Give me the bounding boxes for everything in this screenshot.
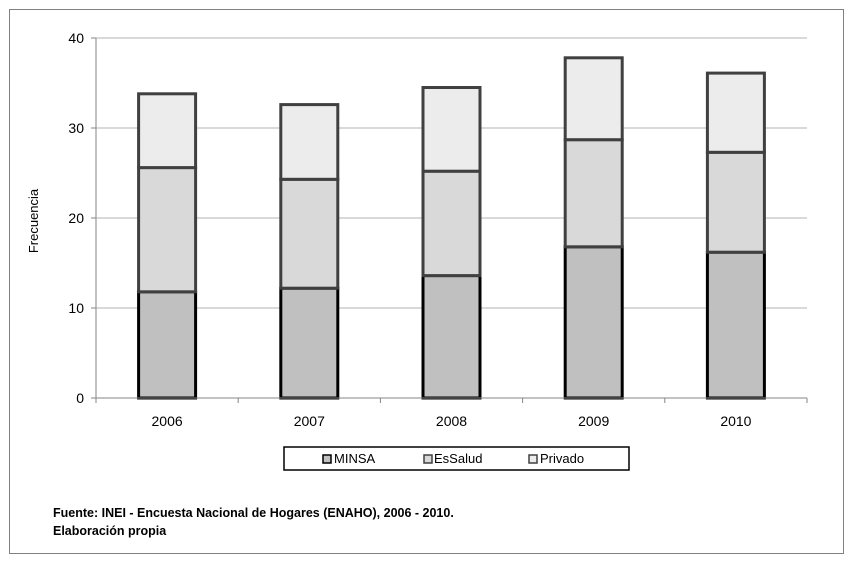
bar-privado-2010 [705, 71, 766, 154]
x-tick-label: 2010 [720, 413, 751, 429]
x-tick-label: 2007 [294, 413, 325, 429]
bar-minsa-2009 [563, 245, 624, 400]
bar-essalud-2009 [563, 138, 624, 249]
legend-label-essalud: EsSalud [434, 451, 482, 466]
x-tick-labels: 2006 2007 2008 2009 2010 [152, 413, 752, 429]
x-tick-label: 2008 [436, 413, 467, 429]
y-tick-label: 10 [68, 300, 84, 316]
bar-essalud-2006 [137, 166, 198, 294]
y-tick-label: 40 [68, 30, 84, 46]
axes [91, 37, 808, 403]
bar-minsa-2008 [421, 274, 482, 400]
bar-minsa-2006 [137, 290, 198, 400]
y-tick-label: 30 [68, 120, 84, 136]
bar-minsa-2010 [705, 250, 766, 400]
legend-label-privado: Privado [540, 451, 584, 466]
bar-essalud-2007 [279, 177, 340, 290]
bar-minsa-2007 [279, 286, 340, 400]
x-tick-label: 2009 [578, 413, 609, 429]
y-tick-label: 20 [68, 210, 84, 226]
bar-privado-2008 [421, 86, 482, 173]
bar-privado-2009 [563, 56, 624, 142]
y-tick-labels: 0 10 20 30 40 [68, 30, 84, 406]
legend-box [283, 446, 630, 471]
bar-essalud-2008 [421, 169, 482, 278]
x-tick-label: 2006 [152, 413, 183, 429]
legend-swatch-essalud [423, 454, 433, 464]
source-note: Fuente: INEI - Encuesta Nacional de Hoga… [53, 504, 454, 540]
legend-swatch-minsa [322, 454, 332, 464]
source-line: Fuente: INEI - Encuesta Nacional de Hoga… [53, 506, 454, 520]
bar-essalud-2010 [705, 150, 766, 254]
legend: MINSA EsSalud Privado [283, 446, 630, 471]
bars [137, 56, 766, 400]
credit-line: Elaboración propia [53, 524, 167, 538]
y-axis-label: Frecuencia [26, 188, 41, 253]
bar-privado-2006 [137, 92, 198, 170]
bar-privado-2007 [279, 103, 340, 181]
legend-swatch-privado [528, 454, 538, 464]
legend-label-minsa: MINSA [334, 451, 376, 466]
y-tick-label: 0 [76, 390, 84, 406]
